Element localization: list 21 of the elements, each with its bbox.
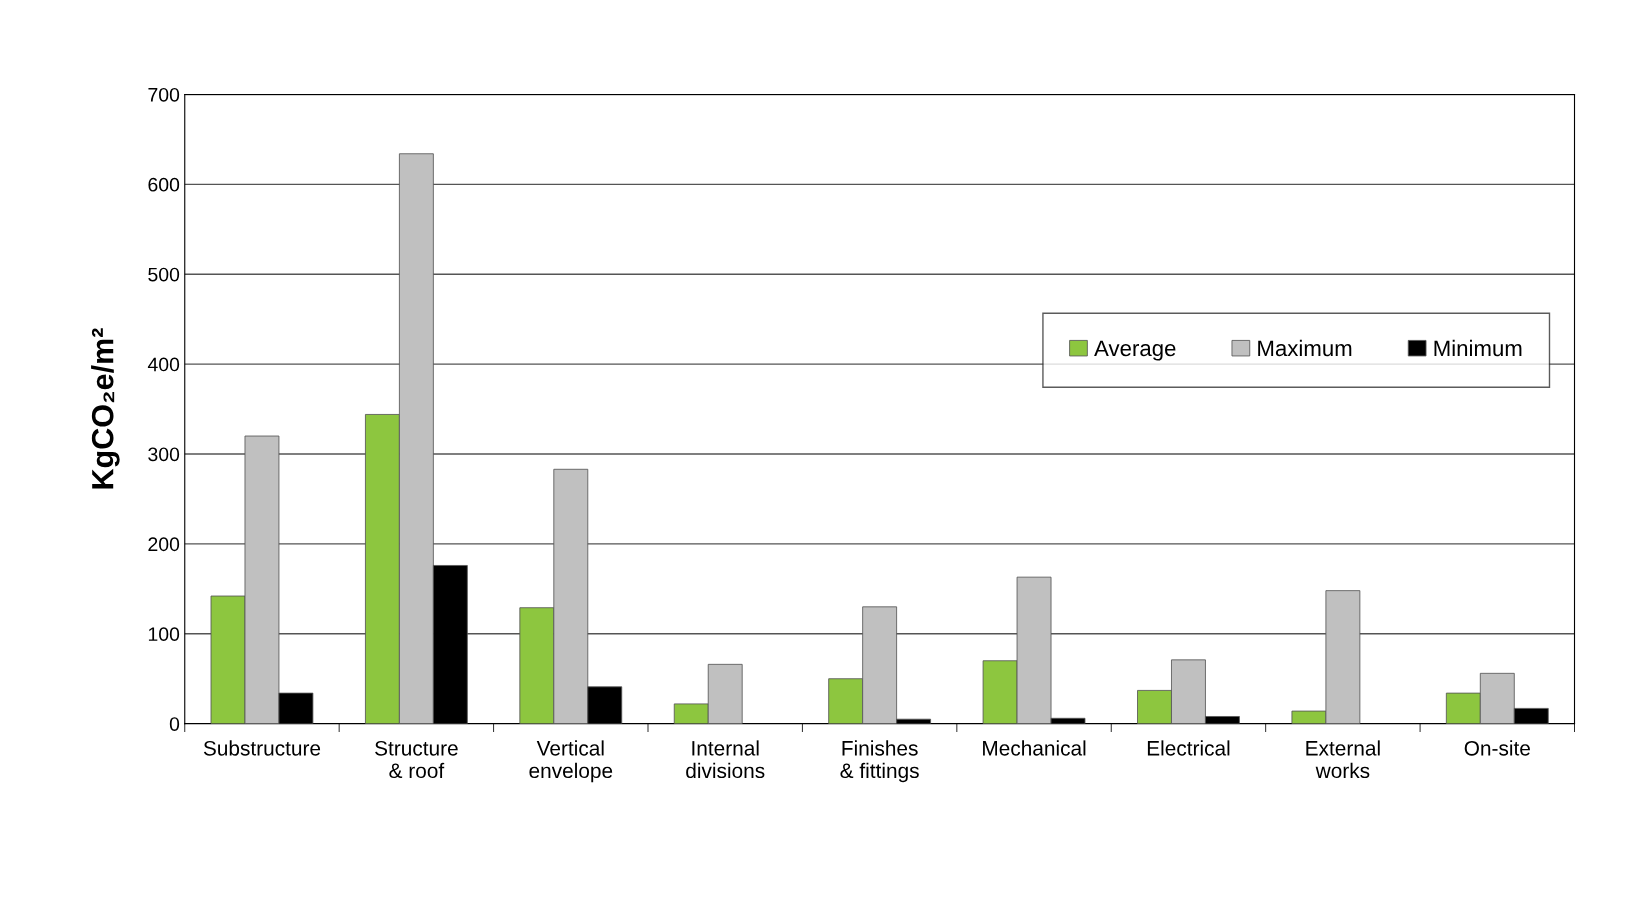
y-tick-label: 700 [148,87,180,102]
y-tick-label: 400 [147,357,180,372]
y-axis-title: KgCO₂e/m² [91,328,120,489]
x-tick-label: Substructure [203,740,321,756]
x-tick-label: Internal divisions [686,740,765,779]
y-tick-label: 600 [148,177,180,192]
y-tick-label: 300 [148,447,180,462]
y-tick-label: 200 [148,537,180,552]
x-tick-label: External works [1306,740,1380,779]
x-tick-label: Electrical [1147,740,1230,756]
x-tick-label: On-site [1464,740,1530,756]
legend-label: Maximum [1258,339,1352,357]
x-tick-label: Finishes & fittings [840,740,919,783]
legend-label: Minimum [1434,339,1522,357]
y-tick-label: 500 [148,267,180,282]
legend-label: Average [1094,340,1176,361]
x-tick-label: Vertical envelope [529,740,613,783]
x-tick-label: Mechanical [983,740,1086,756]
y-tick-label: 100 [148,627,180,642]
x-tick-label: Structure & roof [375,740,458,779]
y-tick-label: 0 [169,717,180,731]
